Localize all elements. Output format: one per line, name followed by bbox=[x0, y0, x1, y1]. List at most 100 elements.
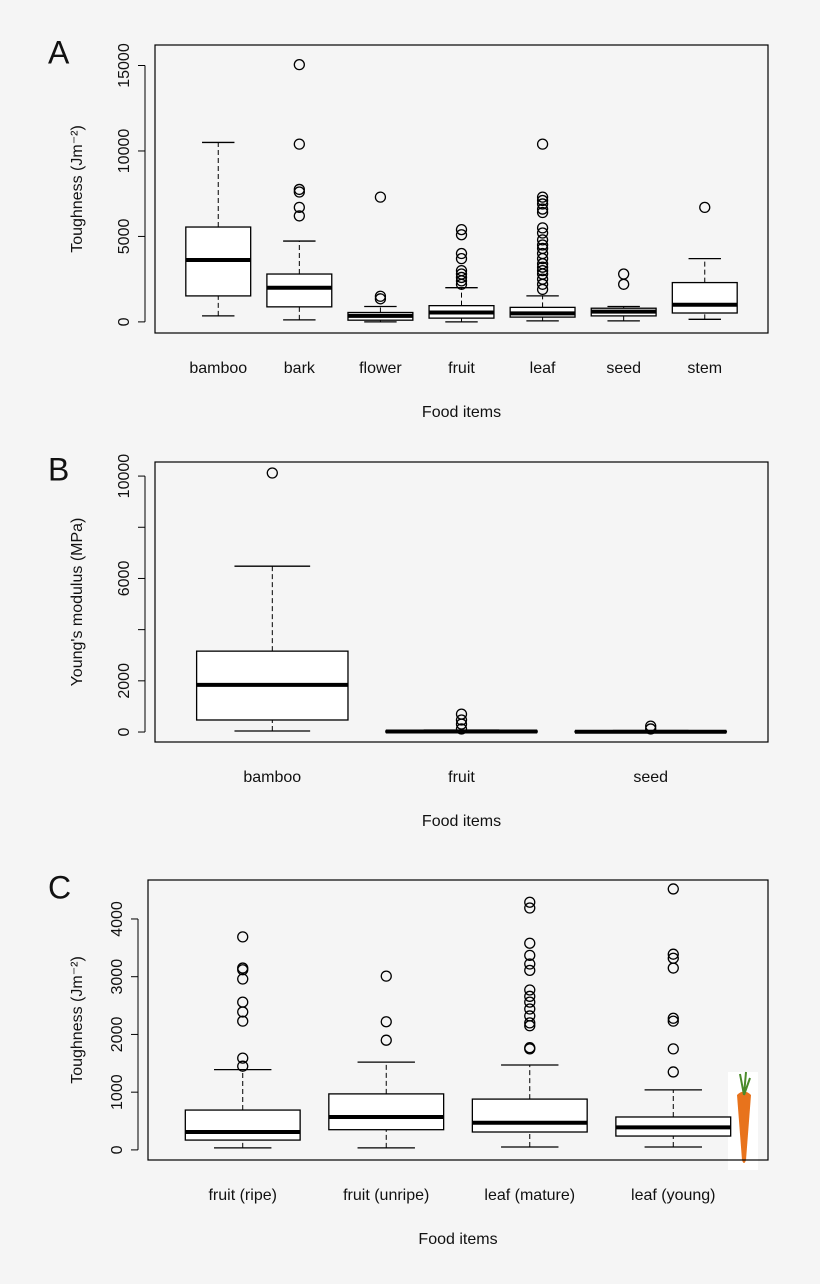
y-tick-label: 6000 bbox=[116, 561, 133, 597]
outlier bbox=[455, 708, 468, 720]
outlier bbox=[455, 278, 468, 290]
outlier bbox=[536, 194, 549, 207]
outlier bbox=[237, 1006, 249, 1018]
outlier bbox=[237, 931, 249, 943]
box bbox=[671, 281, 738, 314]
y-tick-label: 5000 bbox=[116, 219, 133, 255]
outlier bbox=[536, 138, 549, 150]
y-tick-label: 4000 bbox=[109, 901, 126, 937]
x-tick-label: leaf (young) bbox=[631, 1187, 716, 1204]
outlier bbox=[524, 937, 536, 949]
outlier bbox=[237, 1015, 249, 1027]
outlier bbox=[293, 138, 305, 150]
outlier bbox=[455, 271, 468, 284]
x-tick-label: stem bbox=[687, 360, 722, 377]
x-tick-label: leaf (mature) bbox=[484, 1187, 575, 1204]
y-tick-label: 2000 bbox=[116, 663, 133, 699]
panel-letter: A bbox=[48, 34, 70, 70]
x-tick-label: seed bbox=[633, 769, 668, 786]
outlier bbox=[380, 1034, 392, 1046]
outlier bbox=[667, 883, 679, 895]
outlier bbox=[293, 210, 305, 222]
y-tick-label: 0 bbox=[116, 727, 133, 736]
y-tick-label: 1000 bbox=[109, 1074, 126, 1110]
outlier bbox=[524, 1043, 536, 1055]
outlier bbox=[618, 278, 630, 290]
outlier bbox=[524, 958, 536, 970]
outlier bbox=[524, 1017, 536, 1029]
outlier bbox=[455, 229, 468, 241]
plot-frame bbox=[147, 879, 769, 1161]
outlier bbox=[667, 1015, 679, 1027]
outlier bbox=[524, 984, 536, 996]
outlier bbox=[455, 247, 468, 260]
y-axis-title: Toughness (Jm⁻²) bbox=[69, 125, 86, 253]
outlier bbox=[524, 964, 536, 977]
box bbox=[328, 1093, 445, 1131]
outlier bbox=[536, 283, 549, 296]
outlier bbox=[293, 201, 305, 214]
outlier bbox=[536, 222, 549, 234]
outlier bbox=[524, 1003, 536, 1015]
panel-letter: B bbox=[48, 451, 69, 487]
outlier bbox=[237, 996, 249, 1008]
outlier bbox=[536, 203, 549, 215]
outlier bbox=[524, 949, 536, 961]
y-tick-label: 10000 bbox=[116, 129, 133, 174]
x-tick-label: leaf bbox=[530, 360, 556, 377]
outlier bbox=[237, 973, 249, 985]
carrot-icon bbox=[728, 1071, 758, 1170]
outlier bbox=[266, 467, 278, 479]
outlier bbox=[293, 59, 305, 71]
x-tick-label: fruit bbox=[448, 769, 475, 786]
outlier bbox=[667, 1066, 679, 1078]
box bbox=[184, 1109, 301, 1141]
y-axis-title: Young's modulus (MPa) bbox=[69, 518, 86, 687]
outlier bbox=[536, 278, 549, 290]
outlier bbox=[536, 264, 549, 277]
outlier bbox=[237, 964, 249, 976]
outlier bbox=[455, 223, 468, 236]
outlier bbox=[374, 293, 387, 305]
outlier bbox=[536, 261, 549, 273]
panel-letter: C bbox=[48, 869, 71, 905]
outlier bbox=[667, 962, 679, 974]
outlier bbox=[524, 990, 536, 1002]
outlier bbox=[536, 206, 549, 219]
outlier bbox=[667, 1043, 679, 1055]
x-tick-label: flower bbox=[359, 360, 402, 377]
outlier bbox=[667, 1012, 679, 1024]
x-tick-label: fruit (ripe) bbox=[208, 1187, 276, 1204]
x-tick-label: seed bbox=[606, 360, 641, 377]
x-tick-label: fruit bbox=[448, 360, 475, 377]
x-axis-title: Food items bbox=[422, 813, 501, 830]
outlier bbox=[645, 723, 657, 735]
y-tick-label: 3000 bbox=[109, 959, 126, 995]
outlier bbox=[455, 718, 468, 730]
outlier bbox=[536, 227, 549, 239]
outlier bbox=[455, 275, 468, 287]
outlier bbox=[293, 186, 305, 198]
x-axis-title: Food items bbox=[418, 1231, 497, 1248]
outlier bbox=[536, 191, 549, 203]
outlier bbox=[524, 902, 536, 914]
outlier bbox=[536, 198, 549, 210]
outlier bbox=[380, 970, 392, 982]
outlier bbox=[237, 1052, 249, 1064]
box bbox=[471, 1098, 588, 1133]
x-tick-label: bamboo bbox=[189, 360, 247, 377]
box bbox=[266, 273, 333, 308]
outlier bbox=[524, 1020, 536, 1032]
outlier bbox=[374, 191, 387, 203]
outlier bbox=[524, 996, 536, 1008]
x-tick-label: bamboo bbox=[243, 769, 301, 786]
outlier bbox=[645, 720, 657, 732]
x-tick-label: fruit (unripe) bbox=[343, 1187, 429, 1204]
plot-frame bbox=[154, 461, 769, 743]
outlier bbox=[618, 268, 630, 280]
x-axis-title: Food items bbox=[422, 404, 501, 421]
outlier bbox=[536, 239, 549, 251]
outlier bbox=[380, 1016, 392, 1028]
outlier bbox=[237, 1060, 249, 1072]
